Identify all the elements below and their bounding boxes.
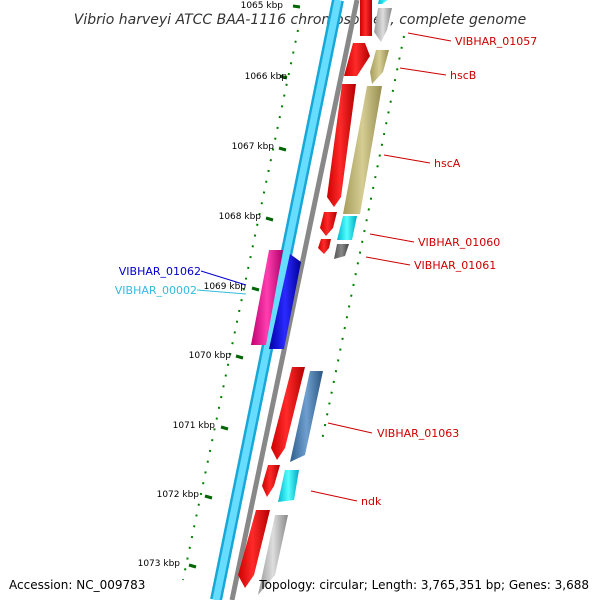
gene-label-vibhar-01062[interactable]: VIBHAR_01062 (119, 265, 201, 278)
backbone-inner-line (229, 0, 360, 600)
gene-label-hsca[interactable]: hscA (434, 157, 461, 170)
backbone-track (212, 0, 342, 600)
gene-arrow[interactable] (378, 0, 395, 4)
gene-arrow[interactable] (337, 216, 357, 240)
leader-line (407, 32, 452, 42)
accession-text: Accession: NC_009783 (9, 578, 146, 592)
gene-label-vibhar-00002[interactable]: VIBHAR_00002 (115, 284, 197, 297)
gene-arrow[interactable] (271, 367, 305, 460)
leader-line (327, 422, 373, 434)
leader-line (365, 256, 411, 266)
gene-arrow[interactable] (318, 239, 331, 254)
gene-arrow[interactable] (290, 371, 323, 462)
gene-arrow[interactable] (370, 50, 389, 84)
scale-tick-1069 (251, 286, 260, 292)
tick-label-1073: 1073 kbp (138, 559, 181, 569)
gene-label-vibhar-01061[interactable]: VIBHAR_01061 (414, 259, 496, 272)
tick-label-1072: 1072 kbp (157, 490, 200, 500)
tick-label-1070: 1070 kbp (189, 351, 232, 361)
gene-arrow[interactable] (278, 470, 299, 502)
gene-label-hscb[interactable]: hscB (450, 69, 476, 82)
map-title: Vibrio harveyi ATCC BAA-1116 chromosome … (74, 12, 526, 28)
gene-arrow[interactable] (343, 86, 382, 214)
gene-arrow[interactable] (262, 465, 280, 497)
scale-tick-1068 (265, 216, 274, 222)
tick-label-1069: 1069 kbp (204, 282, 247, 292)
leader-line (196, 289, 247, 295)
scale-tick-1067 (278, 146, 287, 152)
gene-label-vibhar-01063[interactable]: VIBHAR_01063 (377, 427, 459, 440)
gene-arrow[interactable] (374, 8, 392, 42)
gene-arrow[interactable] (269, 254, 301, 349)
gene-arrow[interactable] (360, 0, 372, 36)
tick-label-1065: 1065 kbp (241, 1, 284, 11)
scale-tick-1066 (279, 74, 288, 80)
scale-tick-1070 (235, 354, 244, 360)
scale-tick-1071 (220, 425, 229, 431)
topology-text: Topology: circular; Length: 3,765,351 bp… (259, 578, 589, 592)
gene-arrow[interactable] (320, 212, 337, 236)
gene-label-vibhar-01057[interactable]: VIBHAR_01057 (455, 35, 537, 48)
tick-label-1066: 1066 kbp (245, 72, 288, 82)
gene-arrow[interactable] (327, 84, 356, 207)
gene-arrow[interactable] (344, 43, 370, 76)
gene-arrow[interactable] (238, 510, 270, 588)
gene-label-ndk[interactable]: ndk (361, 495, 382, 508)
leader-line (369, 233, 415, 243)
gene-arrow[interactable] (334, 244, 349, 259)
leader-line (399, 67, 447, 76)
gene-arrow[interactable] (258, 515, 288, 595)
tick-label-1068: 1068 kbp (219, 212, 262, 222)
leader-line (200, 270, 247, 286)
gene-label-vibhar-01060[interactable]: VIBHAR_01060 (418, 236, 500, 249)
scale-tick-1072 (204, 494, 213, 500)
scale-tick-1073 (188, 563, 197, 569)
scale-tick-1065 (292, 4, 301, 9)
tick-label-1067: 1067 kbp (232, 142, 275, 152)
tick-label-1071: 1071 kbp (173, 421, 216, 431)
scale-ticks (188, 4, 301, 569)
leader-line (383, 154, 431, 164)
leader-line (310, 490, 358, 502)
gene-arrow[interactable] (251, 250, 283, 345)
